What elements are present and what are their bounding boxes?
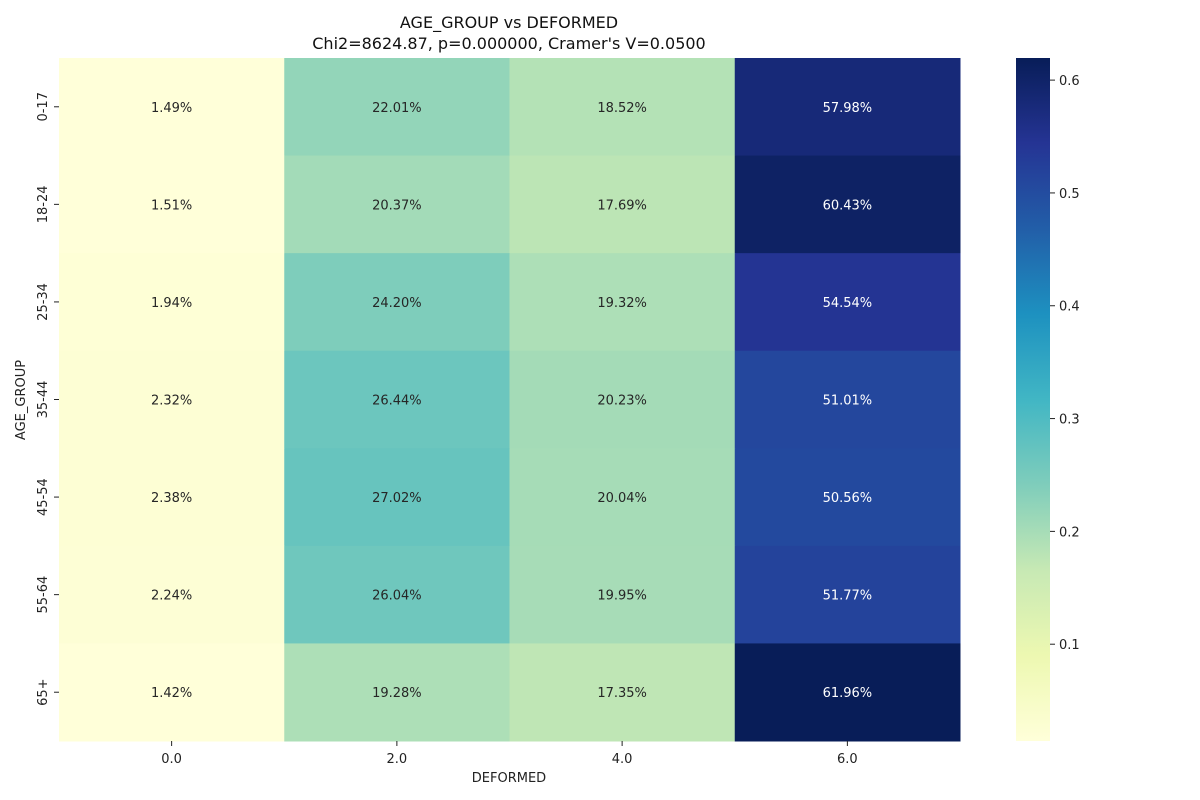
y-tick-label: 35-44 — [36, 381, 51, 419]
colorbar-tick-label: 0.6 — [1059, 74, 1080, 89]
cell-value-label: 61.96% — [823, 686, 873, 701]
cell-value-label: 2.38% — [151, 491, 192, 506]
heatmap-cell — [59, 448, 285, 547]
cell-value-label: 51.01% — [823, 394, 873, 409]
heatmap-cell — [284, 350, 510, 449]
colorbar-tick-label: 0.3 — [1059, 413, 1080, 428]
cell-value-label: 19.95% — [597, 589, 647, 604]
heatmap-cell — [509, 155, 736, 254]
cell-value-label: 1.94% — [151, 296, 192, 311]
colorbar-tick-label: 0.4 — [1059, 300, 1080, 315]
cell-value-label: 17.69% — [597, 198, 647, 213]
y-axis-ticks: 0-17 18-24 25-34 35-44 45-54 55-64 65+ — [36, 92, 59, 706]
heatmap-cell — [509, 448, 736, 547]
cell-value-label: 2.32% — [151, 394, 192, 409]
colorbar-tick-label: 0.5 — [1059, 187, 1080, 202]
cell-value-label: 18.52% — [597, 101, 647, 116]
cell-value-label: 1.42% — [151, 686, 192, 701]
heatmap-cell — [284, 643, 510, 742]
heatmap-cell — [59, 643, 285, 742]
colorbar-tick-label: 0.2 — [1059, 525, 1080, 540]
heatmap-cell — [734, 58, 961, 157]
cell-value-label: 60.43% — [823, 198, 873, 213]
cell-value-label: 17.35% — [597, 686, 647, 701]
colorbar-tick-label: 0.1 — [1059, 638, 1080, 653]
cell-value-label: 1.51% — [151, 198, 192, 213]
heatmap-cell — [284, 58, 510, 157]
y-tick-label: 25-34 — [36, 283, 51, 321]
cell-value-label: 26.44% — [372, 394, 422, 409]
heatmap-cell — [509, 253, 736, 352]
cell-value-label: 19.28% — [372, 686, 422, 701]
x-tick-label: 4.0 — [612, 752, 633, 767]
y-axis-label: AGE_GROUP — [14, 360, 29, 440]
x-axis-label: DEFORMED — [472, 771, 546, 786]
cell-value-label: 24.20% — [372, 296, 422, 311]
cell-value-label: 2.24% — [151, 589, 192, 604]
cell-value-label: 20.37% — [372, 198, 422, 213]
heatmap-cells: 1.49% 22.01% 18.52% 57.98% 1.51% 20.37% 17.69%… — [59, 58, 961, 742]
x-tick-label: 0.0 — [161, 752, 182, 767]
cell-value-label: 1.49% — [151, 101, 192, 116]
x-axis-ticks: 0.0 2.0 4.0 6.0 — [161, 741, 858, 767]
y-tick-label: 65+ — [36, 678, 51, 705]
heatmap-cell — [509, 643, 736, 742]
cell-value-label: 26.04% — [372, 589, 422, 604]
chart-subtitle: Chi2=8624.87, p=0.000000, Cramer's V=0.0… — [312, 34, 705, 53]
cell-value-label: 20.04% — [597, 491, 647, 506]
heatmap-cell — [59, 545, 285, 644]
cell-value-label: 54.54% — [823, 296, 873, 311]
heatmap-cell — [734, 643, 961, 742]
heatmap-cell — [734, 545, 961, 644]
heatmap-cell — [509, 350, 736, 449]
cell-value-label: 50.56% — [823, 491, 873, 506]
cell-value-label: 57.98% — [823, 101, 873, 116]
heatmap-cell — [284, 253, 510, 352]
heatmap-cell — [284, 155, 510, 254]
y-tick-label: 45-54 — [36, 478, 51, 516]
cell-value-label: 20.23% — [597, 394, 647, 409]
heatmap-cell — [59, 253, 285, 352]
colorbar-gradient — [1016, 58, 1050, 741]
colorbar: 0.1 0.2 0.3 0.4 0.5 0.6 — [1016, 58, 1080, 741]
heatmap-cell — [734, 253, 961, 352]
heatmap-cell — [284, 545, 510, 644]
chart-title: AGE_GROUP vs DEFORMED — [400, 13, 618, 33]
cell-value-label: 27.02% — [372, 491, 422, 506]
colorbar-ticks: 0.1 0.2 0.3 0.4 0.5 0.6 — [1050, 74, 1080, 653]
heatmap-cell — [59, 58, 285, 157]
y-tick-label: 55-64 — [36, 576, 51, 614]
cell-value-label: 22.01% — [372, 101, 422, 116]
cell-value-label: 51.77% — [823, 589, 873, 604]
heatmap-cell — [284, 448, 510, 547]
heatmap-cell — [59, 350, 285, 449]
heatmap-cell — [509, 58, 736, 157]
y-tick-label: 18-24 — [36, 185, 51, 223]
x-tick-label: 6.0 — [837, 752, 858, 767]
heatmap-cell — [509, 545, 736, 644]
cell-value-label: 19.32% — [597, 296, 647, 311]
y-tick-label: 0-17 — [36, 92, 51, 122]
heatmap-cell — [734, 448, 961, 547]
heatmap-cell — [734, 155, 961, 254]
x-tick-label: 2.0 — [387, 752, 408, 767]
heatmap-cell — [59, 155, 285, 254]
heatmap-cell — [734, 350, 961, 449]
